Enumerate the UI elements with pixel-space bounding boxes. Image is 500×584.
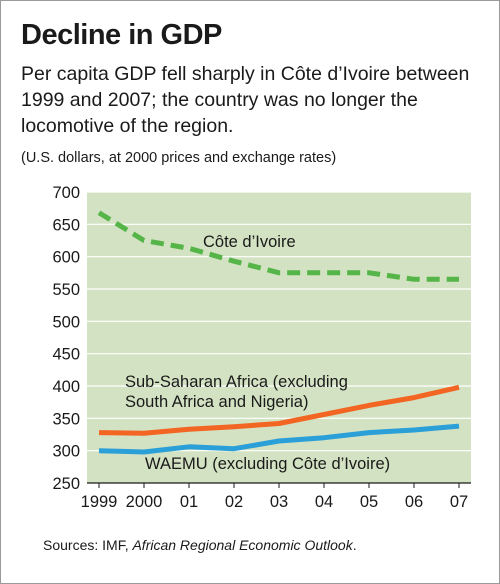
units-note: (U.S. dollars, at 2000 prices and exchan… (21, 150, 337, 166)
chart-title: Decline in GDP (21, 19, 222, 51)
y-tick-label-400: 400 (52, 378, 80, 396)
x-tick-label-2001: 01 (180, 493, 198, 511)
series-label-line: WAEMU (excluding Côte d’Ivoire) (145, 455, 390, 473)
chart-subtitle: Per capita GDP fell sharply in Côte d’Iv… (21, 63, 470, 137)
y-tick-label-650: 650 (52, 216, 80, 234)
source-publication: African Regional Economic Outlook (132, 537, 353, 553)
x-tick-label-2006: 06 (405, 493, 423, 511)
y-tick-label-250: 250 (52, 475, 80, 493)
x-tick-label-2005: 05 (360, 493, 378, 511)
series-label-line: Côte d’Ivoire (203, 233, 296, 251)
x-tick-label-2000: 2000 (126, 493, 163, 511)
series-line-2 (98, 423, 460, 455)
source-suffix: . (352, 537, 357, 553)
series-line-1 (98, 384, 460, 436)
y-tick-label-600: 600 (52, 249, 80, 267)
series-line-0 (97, 210, 459, 282)
series-label-2: WAEMU (excluding Côte d’Ivoire) (145, 455, 390, 473)
source-prefix: Sources: IMF, (43, 537, 133, 553)
y-tick-label-700: 700 (52, 184, 80, 202)
series-label-0: Côte d’Ivoire (203, 233, 296, 251)
series-label-line: Sub-Saharan Africa (excluding (125, 373, 348, 391)
x-tick-label-2004: 04 (315, 493, 333, 511)
x-tick-label-1999: 1999 (81, 493, 118, 511)
series-label-line: South Africa and Nigeria) (125, 393, 308, 411)
x-tick-label-2007: 07 (450, 493, 468, 511)
y-tick-label-300: 300 (52, 443, 80, 461)
source-note: Sources: IMF, African Regional Economic … (43, 537, 357, 553)
y-tick-label-550: 550 (52, 281, 80, 299)
y-tick-label-350: 350 (52, 410, 80, 428)
x-tick-label-2002: 02 (225, 493, 243, 511)
y-tick-label-500: 500 (52, 313, 80, 331)
x-tick-label-2003: 03 (270, 493, 288, 511)
y-tick-label-450: 450 (52, 346, 80, 364)
series-label-1: Sub-Saharan Africa (excluding South Afric… (125, 373, 348, 411)
